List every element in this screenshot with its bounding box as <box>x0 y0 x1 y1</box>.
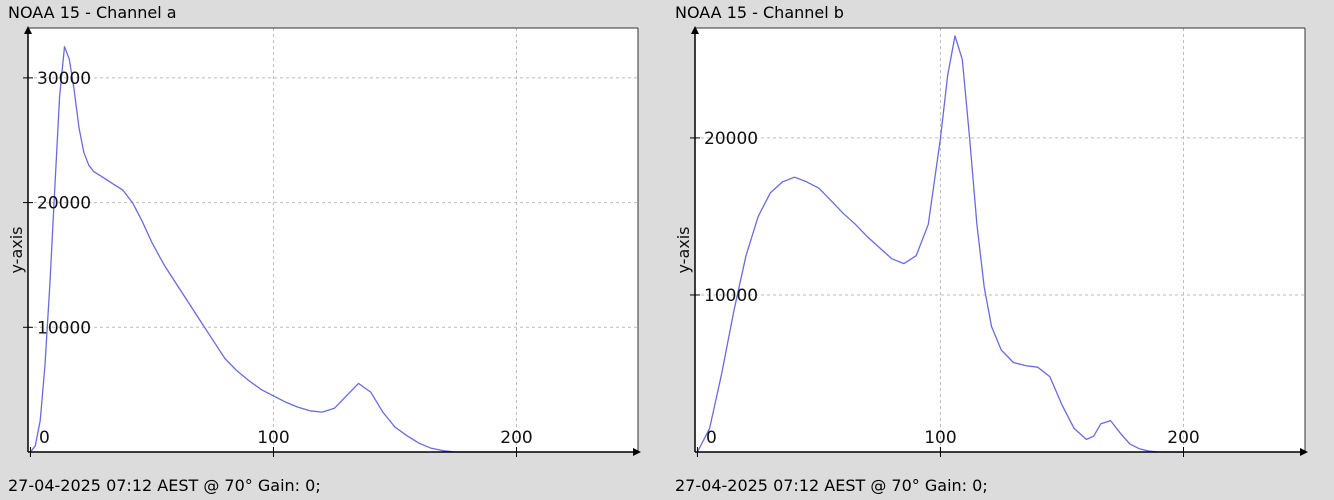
y-tick-label: 10000 <box>37 318 91 338</box>
chart-panel-a: NOAA 15 - Channel a 0 100 200 10000 20000 300… <box>0 0 660 500</box>
y-tick-label: 20000 <box>37 194 91 214</box>
chart-panel-b: NOAA 15 - Channel b 0 100 200 10000 20000 y-a… <box>667 0 1327 500</box>
chart-svg: 0 100 200 10000 20000 y-axis <box>674 26 1308 457</box>
x-tick-label: 0 <box>39 428 50 448</box>
y-tick-label: 20000 <box>704 129 758 149</box>
x-tick-label: 200 <box>1167 428 1199 448</box>
y-axis-arrow <box>691 26 699 34</box>
chart-svg: 0 100 200 10000 20000 30000 y-axis <box>7 26 641 457</box>
x-tick-label: 0 <box>706 428 717 448</box>
x-tick-label: 100 <box>257 428 289 448</box>
y-axis-label: y-axis <box>7 226 26 273</box>
x-tick-label: 100 <box>924 428 956 448</box>
x-axis-arrow <box>633 448 641 456</box>
plot-area <box>695 28 1305 452</box>
y-axis-label: y-axis <box>674 226 693 273</box>
chart-footer: 27-04-2025 07:12 AEST @ 70° Gain: 0; <box>8 476 321 495</box>
chart-title: NOAA 15 - Channel b <box>675 3 844 22</box>
y-axis-arrow <box>24 26 32 34</box>
x-axis-arrow <box>1300 448 1308 456</box>
x-tick-label: 200 <box>500 428 532 448</box>
y-tick-label: 10000 <box>704 286 758 306</box>
plot-area <box>28 28 638 452</box>
y-tick-label: 30000 <box>37 69 91 89</box>
chart-footer: 27-04-2025 07:12 AEST @ 70° Gain: 0; <box>675 476 988 495</box>
chart-title: NOAA 15 - Channel a <box>8 3 177 22</box>
series-line <box>29 46 517 453</box>
series-line <box>696 35 1184 453</box>
